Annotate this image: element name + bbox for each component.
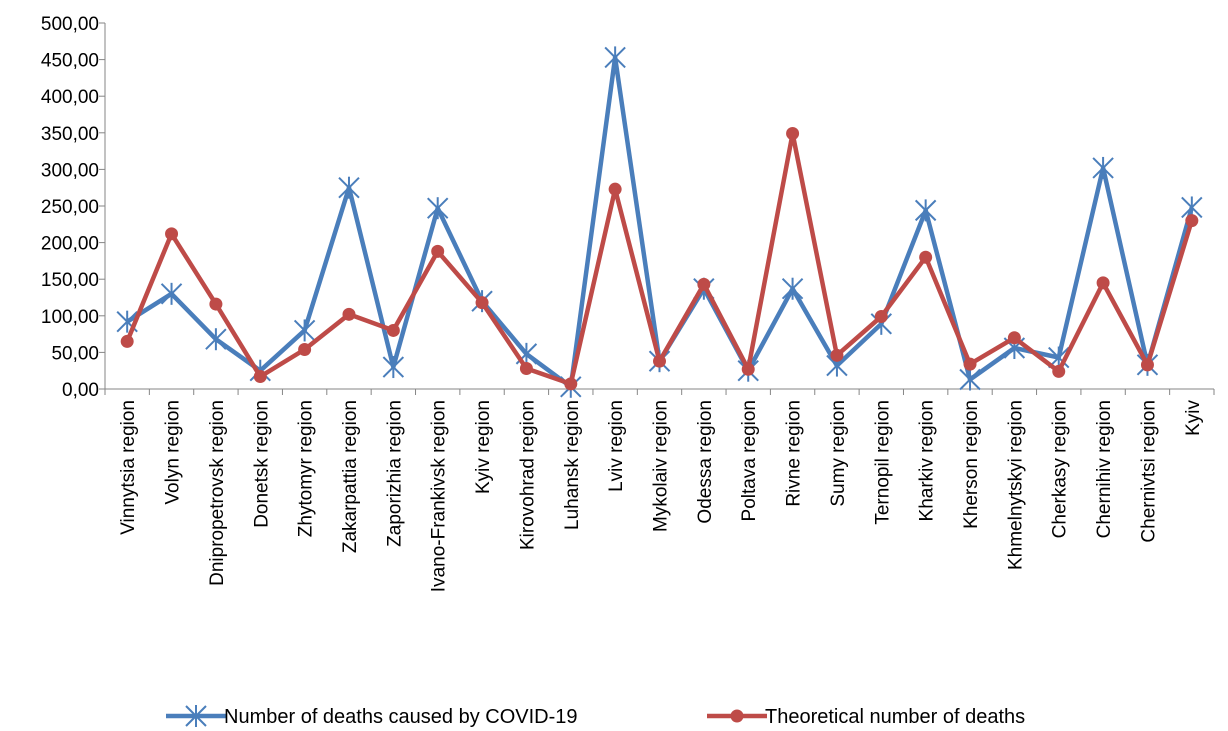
data-point: [386, 323, 400, 337]
data-point: [564, 377, 578, 391]
y-tick-label: 0,00: [62, 380, 99, 401]
x-tick-label: Volyn region: [163, 400, 184, 505]
data-point: [874, 310, 888, 324]
data-point: [697, 277, 711, 291]
y-tick-label: 450,00: [41, 51, 99, 72]
legend-item: Theoretical number of deaths: [707, 706, 1025, 728]
data-point: [165, 227, 179, 241]
data-point: [959, 368, 981, 391]
y-tick-label: 150,00: [41, 270, 99, 291]
y-tick-label: 400,00: [41, 87, 99, 108]
x-tick-label: Khmelnytskyi region: [1005, 400, 1026, 570]
x-axis: Vinnytsia region Volyn region Dnipropetrov…: [104, 388, 1215, 592]
x-tick-label: Zaporizhia region: [384, 400, 405, 547]
legend-item: Number of deaths caused by COVID-19: [166, 705, 578, 728]
x-tick-label: Cherkasy region: [1050, 400, 1071, 538]
data-point: [342, 307, 356, 321]
x-tick-label: Zakarpattia region: [340, 400, 361, 553]
data-point: [160, 282, 183, 305]
data-point: [298, 342, 312, 356]
y-tick-label: 100,00: [41, 307, 99, 328]
y-tick-label: 50,00: [51, 343, 99, 364]
data-point: [919, 250, 933, 264]
data-point: [120, 334, 134, 348]
data-point: [253, 370, 267, 384]
x-tick-label: Poltava region: [739, 400, 760, 521]
data-point: [653, 354, 666, 368]
x-tick-label: Ivano-Frankivsk region: [429, 400, 450, 592]
y-tick-label: 500,00: [41, 14, 99, 35]
x-tick-label: Rivne region: [784, 400, 805, 507]
data-point: [293, 319, 316, 342]
x-tick-label: Kyiv: [1183, 400, 1204, 436]
y-tick-label: 250,00: [41, 197, 99, 218]
x-tick-label: Lviv region: [606, 400, 627, 492]
data-point: [741, 362, 755, 376]
data-point: [382, 356, 405, 379]
x-tick-label: Sumy region: [828, 400, 849, 507]
x-tick-label: Kharkiv region: [917, 400, 938, 521]
data-point: [914, 199, 937, 222]
series-lines: [116, 46, 1203, 398]
data-point: [1052, 364, 1066, 378]
data-point: [604, 46, 626, 69]
x-tick-label: Chernivtsi region: [1138, 400, 1159, 543]
data-point: [426, 197, 449, 220]
x-tick-label: Donetsk region: [251, 400, 272, 528]
x-tick-label: Kherson region: [961, 400, 982, 529]
data-point: [209, 297, 223, 311]
x-tick-label: Zhytomyr region: [296, 400, 317, 537]
y-tick-label: 300,00: [41, 160, 99, 181]
x-tick-label: Vinnytsia region: [118, 400, 139, 535]
data-point: [786, 127, 800, 141]
data-point: [781, 277, 804, 300]
y-axis: 0,00 50,00 100,00 150,00 200,00 250,00 300,00 3…: [41, 14, 106, 401]
legend: Number of deaths caused by COVID-19 Theor…: [166, 705, 1025, 728]
legend-label: Number of deaths caused by COVID-19: [224, 706, 578, 728]
series-2: [120, 127, 1199, 391]
data-point: [1140, 358, 1154, 372]
data-point: [519, 362, 533, 376]
x-tick-label: Chernihiv region: [1094, 400, 1115, 538]
data-point: [830, 348, 844, 362]
legend-marker: [185, 705, 207, 727]
x-tick-label: Luhansk region: [562, 400, 583, 530]
x-tick-label: Kirovohrad region: [517, 400, 538, 550]
y-tick-label: 200,00: [41, 234, 99, 255]
data-point: [1096, 276, 1110, 290]
y-tick-label: 350,00: [41, 124, 99, 145]
legend-label: Theoretical number of deaths: [765, 706, 1025, 728]
data-point: [608, 182, 622, 196]
x-tick-label: Mykolaiv region: [651, 400, 672, 532]
data-point: [431, 244, 445, 258]
x-tick-label: Odessa region: [695, 400, 716, 524]
data-point: [338, 176, 360, 199]
x-tick-label: Kyiv region: [473, 400, 494, 494]
series-1: [116, 46, 1203, 398]
series-line: [126, 55, 1194, 390]
x-tick-label: Dnipropetrovsk region: [207, 400, 228, 586]
data-point: [205, 328, 227, 351]
data-point: [963, 357, 977, 371]
data-point: [1092, 156, 1114, 179]
data-point: [475, 296, 489, 310]
legend-marker: [730, 709, 744, 723]
data-point: [1185, 214, 1199, 228]
x-tick-label: Ternopil region: [872, 400, 893, 525]
data-point: [1007, 331, 1021, 345]
